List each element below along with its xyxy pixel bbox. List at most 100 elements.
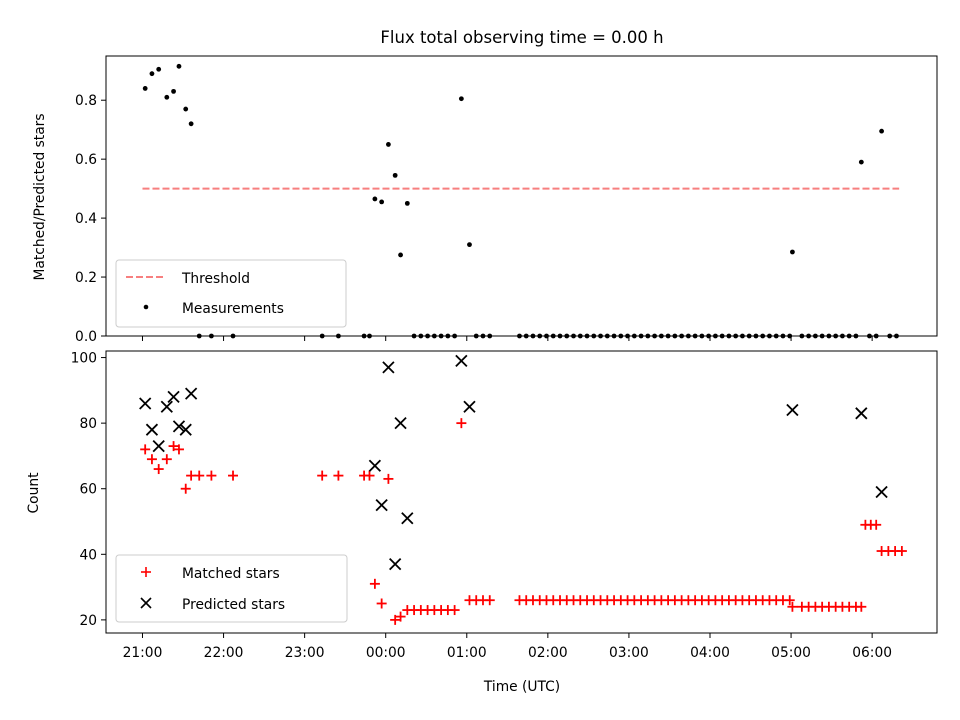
matched-point [228, 470, 239, 481]
legend-top: Threshold Measurements [115, 259, 347, 328]
matched-point [449, 605, 460, 616]
measurement-point [379, 199, 385, 205]
matched-point [390, 614, 401, 625]
y-tick-label: 60 [79, 482, 97, 498]
predicted-point [179, 423, 192, 436]
predicted-point [184, 387, 198, 400]
y-tick-label: 80 [79, 416, 97, 432]
legend-bottom: Matched stars Predicted stars [115, 554, 348, 623]
measurement-point [458, 96, 464, 102]
legend-predicted-label: Predicted stars [182, 597, 285, 613]
matched-point [180, 483, 191, 494]
matched-point [369, 578, 380, 589]
matched-point [146, 454, 157, 465]
matched-point [317, 470, 328, 481]
measurement-point [879, 128, 884, 134]
matched-point [395, 611, 406, 622]
predicted-point [855, 407, 868, 420]
y-tick-label: 0.2 [75, 270, 97, 286]
measurement-point [183, 106, 189, 112]
predicted-point [875, 485, 888, 499]
matched-point [194, 470, 205, 481]
y-tick-label: 0.0 [75, 329, 97, 345]
matched-point [871, 519, 882, 530]
measurement-point [176, 63, 182, 69]
predicted-point [152, 439, 165, 453]
matched-point [140, 444, 151, 455]
x-axis-label: Time (UTC) [483, 679, 560, 695]
predicted-point [389, 558, 402, 571]
y-tick-label: 40 [79, 547, 97, 563]
y-tick-label: 0.4 [75, 211, 97, 227]
x-tick-label: 01:00 [447, 645, 487, 661]
measurement-point [392, 172, 398, 178]
matched-point [896, 546, 907, 557]
y-tick-label: 100 [71, 351, 97, 367]
predicted-point [455, 354, 468, 367]
measurement-point [156, 66, 162, 72]
predicted-point [145, 423, 159, 436]
ticks-top: 0.0 0.2 0.4 0.6 0.8 [75, 93, 873, 345]
x-tick-label: 06:00 [852, 645, 892, 661]
predicted-point [401, 512, 414, 525]
measurement-point [386, 142, 391, 147]
matched-point [787, 601, 798, 612]
x-tick-label: 02:00 [528, 645, 568, 661]
legend-matched-label: Matched stars [182, 566, 280, 582]
matched-point [856, 601, 867, 612]
matched-point [364, 470, 375, 481]
matched-point [484, 595, 495, 606]
legend-matched-swatch [141, 567, 151, 577]
x-tick-label: 04:00 [690, 645, 730, 661]
y-axis-label: Matched/Predicted stars [32, 113, 48, 280]
ratio-panel: Flux total observing time = 0.00 h Match… [32, 28, 938, 345]
ticks-bottom: 21:00 22:00 23:00 00:00 01:00 02:00 03:00 04:00… [71, 351, 892, 661]
predicted-point [160, 400, 173, 413]
matched-point [333, 470, 344, 481]
measurement-point [142, 86, 148, 91]
measurement-point [149, 71, 155, 77]
matched-point [784, 595, 795, 606]
matched-point [376, 598, 387, 609]
y-axis-label: Count [26, 472, 42, 514]
predicted-point [394, 417, 407, 430]
predicted-point [172, 420, 186, 433]
x-tick-label: 00:00 [366, 645, 406, 661]
predicted-point [167, 390, 180, 404]
matched-point [456, 418, 467, 429]
y-tick-label: 20 [79, 613, 97, 629]
matched-point [383, 473, 394, 484]
matched-point [153, 464, 164, 475]
legend-measurements-label: Measurements [182, 301, 284, 317]
predicted-point [139, 397, 152, 410]
legend-measurements-swatch [143, 304, 149, 310]
y-tick-label: 0.6 [75, 152, 97, 168]
predicted-point [375, 498, 388, 512]
matched-point [168, 441, 179, 452]
matched-point [161, 454, 172, 465]
measurement-point [188, 121, 194, 127]
x-tick-label: 05:00 [771, 645, 811, 661]
matched-point [206, 470, 217, 481]
predicted-point [786, 403, 799, 417]
predicted-point [382, 361, 395, 374]
measurement-point [790, 249, 795, 255]
measurement-point [372, 196, 378, 202]
axes-frame-top [105, 55, 938, 337]
axes-frame-bottom [105, 350, 938, 634]
legend-predicted-swatch [140, 597, 152, 609]
legend-threshold-label: Threshold [181, 271, 250, 287]
x-tick-label: 21:00 [123, 645, 163, 661]
measurement-point [404, 200, 410, 206]
count-panel: Count Time (UTC) 21:00 22:00 23:00 00:00 01:… [26, 350, 938, 695]
measurement-point [858, 159, 864, 165]
measurement-point [398, 252, 403, 258]
data-bottom [139, 354, 907, 625]
x-tick-label: 22:00 [204, 645, 244, 661]
measurement-point [467, 242, 472, 248]
x-tick-label: 03:00 [609, 645, 649, 661]
x-tick-label: 23:00 [285, 645, 325, 661]
measurement-point [171, 88, 176, 94]
predicted-point [463, 400, 476, 413]
